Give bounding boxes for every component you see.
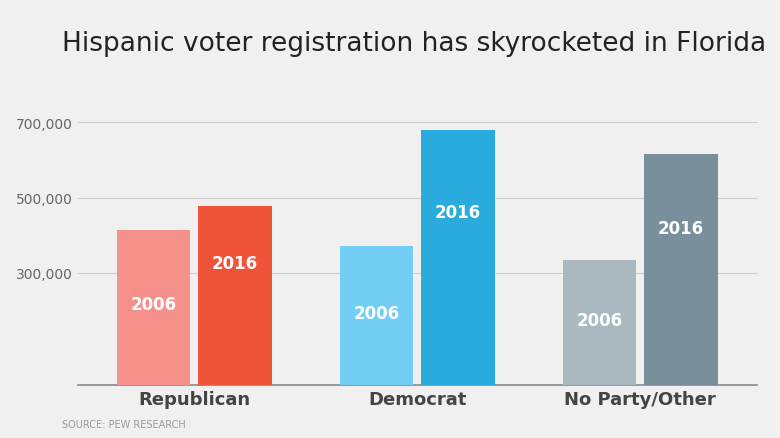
Bar: [340, 247, 413, 385]
Bar: [421, 131, 495, 385]
Text: SOURCE: PEW RESEARCH: SOURCE: PEW RESEARCH: [62, 419, 186, 429]
Text: 2016: 2016: [435, 203, 481, 221]
Text: 2006: 2006: [576, 311, 622, 329]
Bar: [562, 260, 636, 385]
Bar: [644, 155, 718, 385]
Bar: [198, 206, 272, 385]
Text: 2016: 2016: [658, 220, 704, 238]
Text: Hispanic voter registration has skyrocketed in Florida: Hispanic voter registration has skyrocke…: [62, 31, 767, 57]
Text: 2006: 2006: [130, 296, 177, 314]
Bar: [117, 230, 190, 385]
Text: 2016: 2016: [212, 255, 258, 273]
Text: 2006: 2006: [353, 304, 399, 322]
